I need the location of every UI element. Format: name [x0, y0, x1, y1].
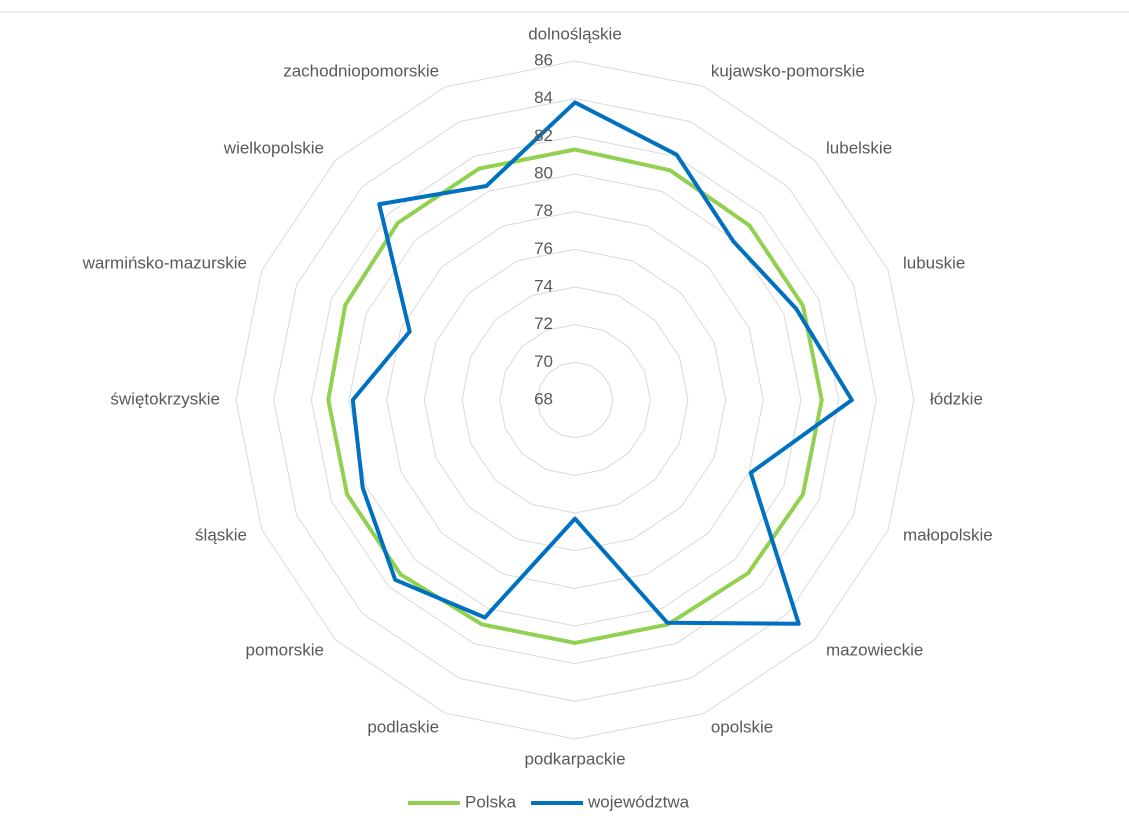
grid-ring: [423, 248, 727, 552]
category-label: lubuskie: [903, 254, 965, 273]
y-tick-label: 78: [534, 201, 553, 220]
category-label: lubelskie: [826, 138, 892, 157]
category-label: śląskie: [195, 525, 247, 544]
grid-ring: [461, 286, 689, 514]
legend-label: Polska: [465, 792, 517, 811]
y-tick-label: 74: [534, 276, 553, 295]
category-label: warmińsko-mazurskie: [82, 254, 247, 273]
category-label: podkarpackie: [524, 749, 625, 768]
category-label: małopolskie: [903, 525, 993, 544]
category-label: zachodniopomorskie: [283, 62, 439, 81]
y-tick-label: 68: [534, 389, 553, 408]
y-tick-label: 86: [534, 50, 553, 69]
grid-ring: [273, 98, 877, 702]
y-tick-label: 72: [534, 314, 553, 333]
category-label: dolnośląskie: [528, 24, 622, 43]
category-label: łódzkie: [930, 389, 983, 408]
y-tick-label: 80: [534, 163, 553, 182]
category-label: podlaskie: [367, 717, 439, 736]
category-label: pomorskie: [246, 641, 324, 660]
category-label: kujawsko-pomorskie: [711, 62, 865, 81]
y-tick-label: 82: [534, 126, 553, 145]
category-label: wielkopolskie: [223, 138, 324, 157]
grid-ring: [310, 135, 840, 665]
series-line: [326, 147, 824, 645]
category-label: świętokrzyskie: [110, 389, 220, 408]
y-tick-label: 76: [534, 239, 553, 258]
grid-ring: [386, 211, 764, 589]
series-line: [350, 100, 854, 626]
grid-ring: [348, 173, 802, 627]
y-tick-label: 70: [534, 352, 553, 371]
legend-label: województwa: [587, 792, 690, 811]
category-label: opolskie: [711, 717, 773, 736]
grid-ring: [235, 60, 915, 740]
y-tick-label: 84: [534, 88, 553, 107]
grid-ring: [499, 324, 651, 476]
category-label: mazowieckie: [826, 641, 923, 660]
grid-ring: [536, 361, 614, 439]
